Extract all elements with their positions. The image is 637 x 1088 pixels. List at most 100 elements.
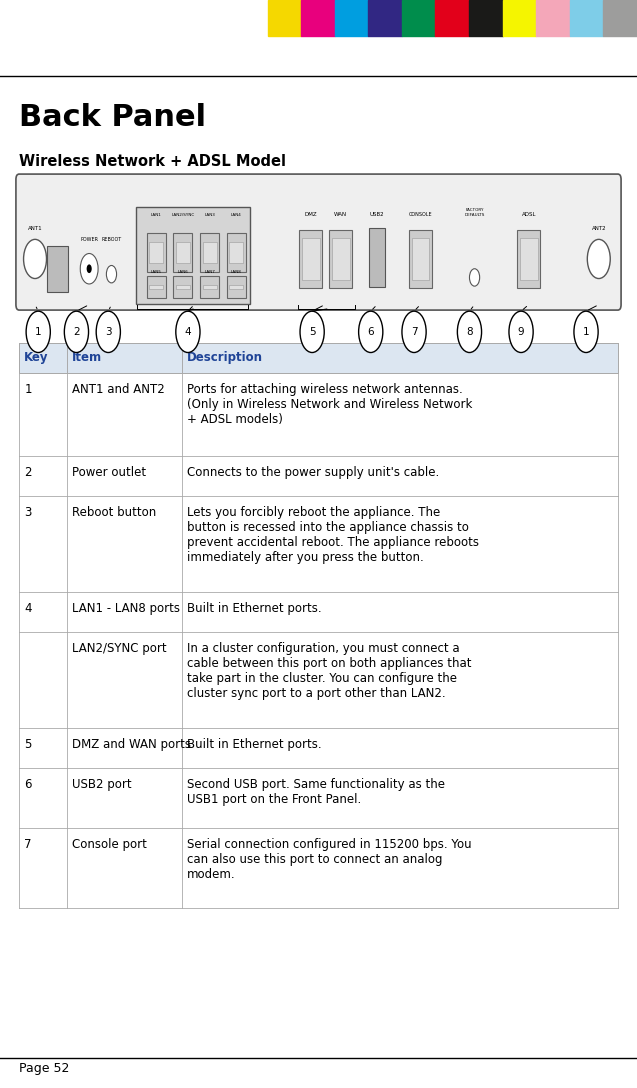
Bar — [520, 238, 538, 280]
Text: LAN5: LAN5 — [150, 270, 162, 274]
Bar — [19, 373, 618, 456]
Text: Key: Key — [24, 351, 48, 364]
Text: LAN4: LAN4 — [231, 212, 241, 217]
Text: 4: 4 — [185, 326, 191, 337]
Text: 7: 7 — [411, 326, 417, 337]
Bar — [436, 0, 469, 36]
Circle shape — [402, 311, 426, 353]
Text: REBOOT: REBOOT — [101, 236, 122, 242]
Text: Built in Ethernet ports.: Built in Ethernet ports. — [187, 738, 321, 751]
FancyBboxPatch shape — [299, 230, 322, 288]
Text: 2: 2 — [24, 466, 32, 479]
FancyBboxPatch shape — [147, 276, 166, 298]
Circle shape — [457, 311, 482, 353]
Text: Back Panel: Back Panel — [19, 103, 206, 133]
FancyBboxPatch shape — [16, 174, 621, 310]
Text: 9: 9 — [518, 326, 524, 337]
Circle shape — [509, 311, 533, 353]
Text: ANT1 and ANT2: ANT1 and ANT2 — [72, 383, 165, 396]
Bar — [368, 0, 402, 36]
Bar — [603, 0, 637, 36]
Bar — [19, 828, 618, 908]
Bar — [19, 456, 618, 496]
Text: LAN1 - LAN8 ports: LAN1 - LAN8 ports — [72, 602, 180, 615]
Bar — [402, 0, 436, 36]
Text: Serial connection configured in 115200 bps. You
can also use this port to connec: Serial connection configured in 115200 b… — [187, 838, 471, 881]
Text: Console port: Console port — [72, 838, 147, 851]
Bar — [536, 0, 570, 36]
FancyBboxPatch shape — [227, 233, 246, 272]
Bar — [149, 285, 163, 289]
FancyBboxPatch shape — [136, 207, 250, 304]
Bar — [19, 768, 618, 828]
Circle shape — [300, 311, 324, 353]
Text: Reboot button: Reboot button — [72, 506, 156, 519]
Text: Built in Ethernet ports.: Built in Ethernet ports. — [187, 602, 321, 615]
Text: LAN2/SYNC port: LAN2/SYNC port — [72, 642, 167, 655]
Text: USB2: USB2 — [370, 211, 384, 217]
Text: DMZ: DMZ — [304, 211, 317, 217]
Bar — [570, 0, 603, 36]
Text: Description: Description — [187, 351, 262, 364]
Bar — [19, 592, 618, 632]
Text: Wireless Network + ADSL Model: Wireless Network + ADSL Model — [19, 154, 286, 170]
Text: LAN1: LAN1 — [151, 212, 161, 217]
Text: FACTORY
DEFAULTS: FACTORY DEFAULTS — [464, 208, 485, 217]
Text: Ports for attaching wireless network antennas.
(Only in Wireless Network and Wir: Ports for attaching wireless network ant… — [187, 383, 472, 426]
Text: Lets you forcibly reboot the appliance. The
button is recessed into the applianc: Lets you forcibly reboot the appliance. … — [187, 506, 478, 564]
FancyBboxPatch shape — [517, 230, 540, 288]
Text: USB2 port: USB2 port — [72, 778, 132, 791]
Circle shape — [87, 264, 92, 273]
Bar — [268, 0, 301, 36]
Text: 1: 1 — [35, 326, 41, 337]
Bar — [203, 285, 217, 289]
Text: 3: 3 — [24, 506, 32, 519]
Circle shape — [96, 311, 120, 353]
Circle shape — [80, 254, 98, 284]
Bar — [503, 0, 536, 36]
Text: Power outlet: Power outlet — [72, 466, 146, 479]
Text: LAN3: LAN3 — [204, 212, 215, 217]
Bar — [176, 242, 190, 263]
Text: LAN6: LAN6 — [177, 270, 189, 274]
Text: ADSL: ADSL — [522, 211, 536, 217]
FancyBboxPatch shape — [173, 276, 192, 298]
Circle shape — [64, 311, 89, 353]
FancyBboxPatch shape — [409, 230, 432, 288]
Bar — [301, 0, 334, 36]
Circle shape — [176, 311, 200, 353]
FancyBboxPatch shape — [47, 246, 68, 292]
Bar — [176, 285, 190, 289]
Text: LAN2/SYNC: LAN2/SYNC — [171, 212, 194, 217]
Text: ANT1: ANT1 — [28, 225, 42, 231]
Bar — [19, 496, 618, 592]
FancyBboxPatch shape — [147, 233, 166, 272]
Text: 1: 1 — [583, 326, 589, 337]
Text: Item: Item — [72, 351, 102, 364]
Text: Second USB port. Same functionality as the
USB1 port on the Front Panel.: Second USB port. Same functionality as t… — [187, 778, 445, 806]
Circle shape — [587, 239, 610, 279]
Text: Connects to the power supply unit's cable.: Connects to the power supply unit's cabl… — [187, 466, 439, 479]
Bar — [302, 238, 320, 280]
Circle shape — [106, 265, 117, 283]
Bar — [149, 242, 163, 263]
Text: 5: 5 — [309, 326, 315, 337]
Text: 6: 6 — [24, 778, 32, 791]
Text: Page 52: Page 52 — [19, 1062, 69, 1075]
Circle shape — [574, 311, 598, 353]
Bar — [332, 238, 350, 280]
FancyBboxPatch shape — [227, 276, 246, 298]
FancyBboxPatch shape — [329, 230, 352, 288]
FancyBboxPatch shape — [369, 228, 385, 287]
FancyBboxPatch shape — [200, 233, 219, 272]
Bar — [334, 0, 368, 36]
Text: CONSOLE: CONSOLE — [408, 211, 433, 217]
Bar — [19, 632, 618, 728]
Bar — [469, 0, 503, 36]
Text: 2: 2 — [73, 326, 80, 337]
Circle shape — [24, 239, 47, 279]
Text: 5: 5 — [24, 738, 32, 751]
Bar — [19, 728, 618, 768]
Bar — [203, 242, 217, 263]
Bar — [19, 343, 618, 373]
